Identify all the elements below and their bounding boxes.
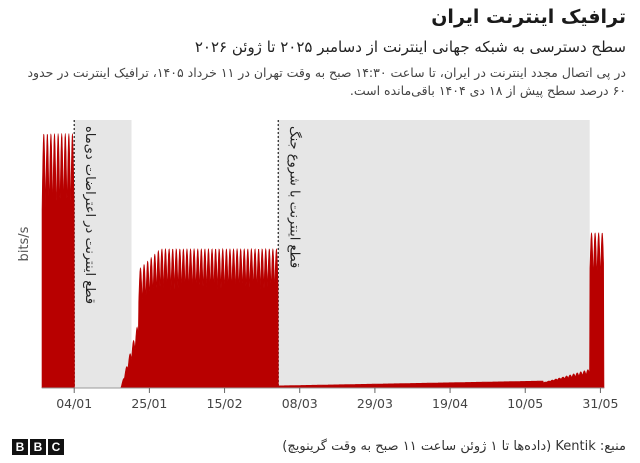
shutdown-region [74, 120, 132, 388]
x-tick-label: 25/01 [131, 396, 167, 411]
source-note: منبع: Kentik (داده‌ها تا ۱ ژوئن ساعت ۱۱ … [282, 439, 626, 454]
bbc-logo: B B C [12, 439, 64, 455]
shutdown-label: قطع اینترنت با شروع جنگ [286, 126, 302, 268]
x-tick-label: 15/02 [207, 396, 243, 411]
bbc-logo-letter: B [30, 439, 46, 455]
chart-description: در پی اتصال مجدد اینترنت در ایران، تا سا… [27, 65, 626, 98]
x-tick-label: 10/05 [507, 396, 543, 411]
x-tick-label: 31/05 [582, 396, 618, 411]
chart-title: ترافیک اینترنت ایران [431, 6, 626, 28]
x-tick-label: 08/03 [282, 396, 318, 411]
bbc-logo-letter: C [48, 439, 64, 455]
x-tick-label: 29/03 [357, 396, 393, 411]
x-tick-label: 19/04 [432, 396, 468, 411]
x-tick-label: 04/01 [56, 396, 92, 411]
y-axis-label: bits/s [17, 226, 32, 261]
shutdown-region [278, 120, 590, 388]
footer: B B C منبع: Kentik (داده‌ها تا ۱ ژوئن سا… [0, 431, 640, 463]
shutdown-label: قطع اینترنت در اعتراضات دی‌ماه [82, 126, 97, 304]
bbc-logo-letter: B [12, 439, 28, 455]
chart-subtitle: سطح دسترسی به شبکه جهانی اینترنت از دسام… [194, 38, 626, 56]
traffic-area [41, 133, 605, 389]
